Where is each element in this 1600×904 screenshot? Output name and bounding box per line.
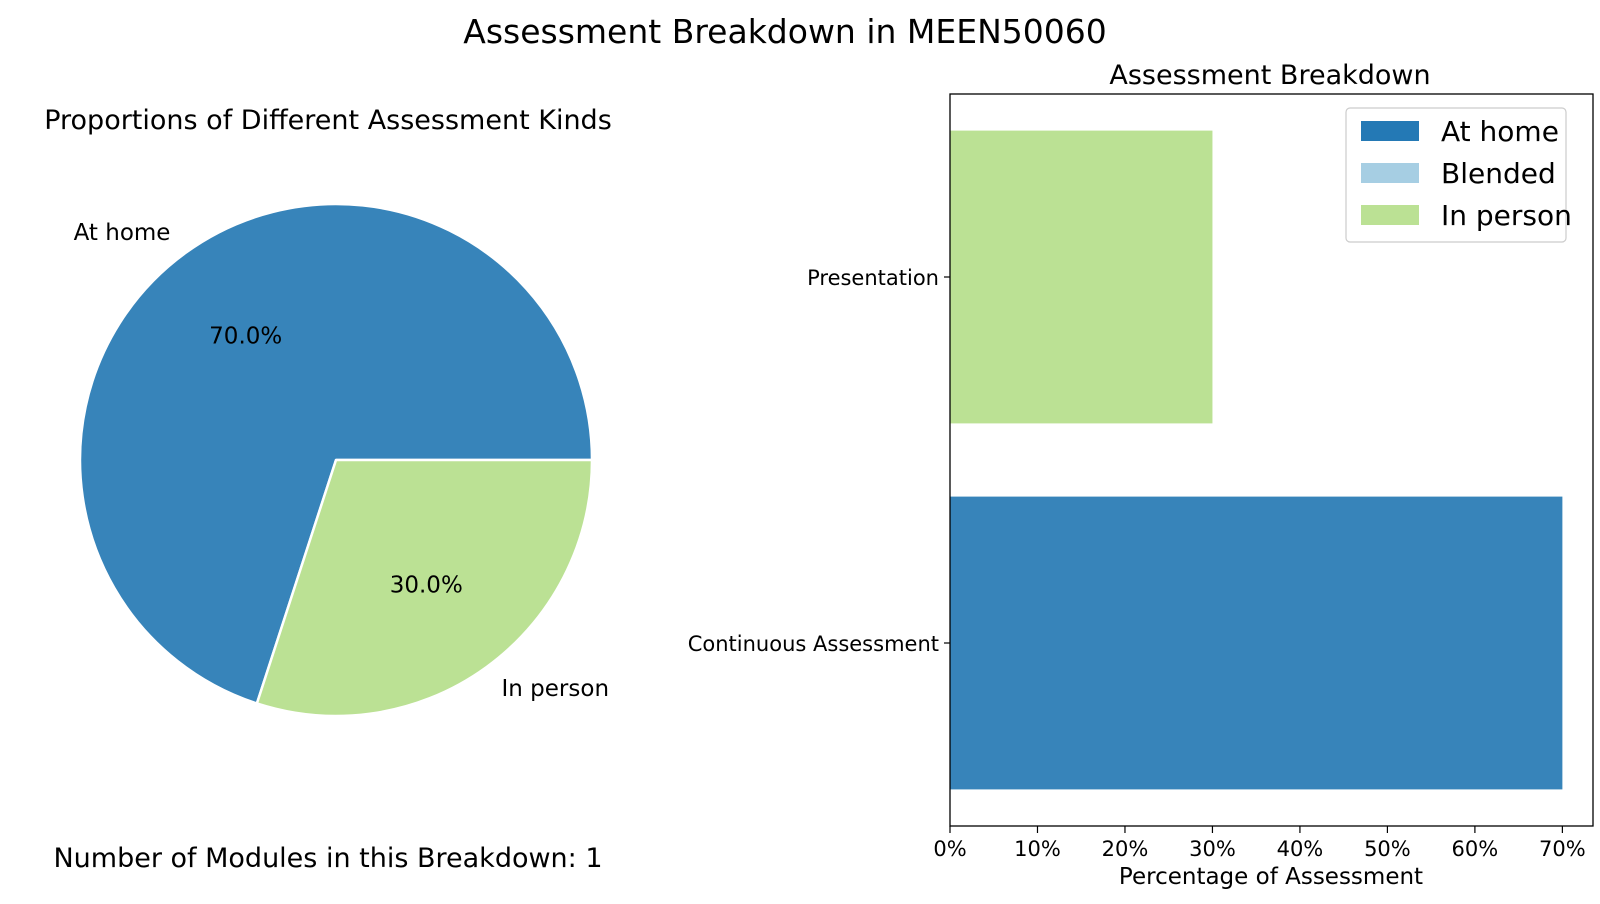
- pie-chart-title: Proportions of Different Assessment Kind…: [44, 105, 612, 136]
- x-tick-label: 70%: [1539, 837, 1586, 861]
- bar-chart: Assessment Breakdown 0% 10% 20% 30% 40% 50% 60…: [688, 60, 1594, 890]
- legend-swatch-blended: [1361, 163, 1419, 183]
- y-tick-label-continuous-assessment: Continuous Assessment: [688, 632, 939, 656]
- legend-swatch-at-home: [1361, 121, 1419, 141]
- bar-continuous-assessment-at-home[interactable]: [950, 496, 1563, 790]
- bar-series: [950, 130, 1563, 790]
- pie-category-label-in-person: In person: [502, 676, 610, 702]
- legend[interactable]: At home Blended In person: [1345, 107, 1572, 243]
- plot-area-frame: [949, 93, 1594, 827]
- legend-label-blended: Blended: [1441, 157, 1556, 190]
- y-axis: Continuous Assessment Presentation: [688, 266, 950, 656]
- x-axis: 0% 10% 20% 30% 40% 50% 60% 70%: [933, 826, 1586, 861]
- pie-percent-label-at-home: 70.0%: [209, 324, 282, 350]
- pie-category-label-at-home: At home: [74, 220, 171, 246]
- x-tick-label: 40%: [1277, 837, 1324, 861]
- bar-presentation-in-person[interactable]: [950, 130, 1213, 424]
- legend-label-at-home: At home: [1441, 115, 1559, 148]
- x-tick-label: 10%: [1014, 837, 1061, 861]
- pie-chart: Proportions of Different Assessment Kind…: [44, 105, 612, 718]
- x-tick-label: 50%: [1364, 837, 1411, 861]
- legend-label-in-person: In person: [1441, 199, 1572, 232]
- y-tick-label-presentation: Presentation: [807, 266, 939, 290]
- figure-title: Assessment Breakdown in MEEN50060: [463, 12, 1107, 51]
- x-tick-label: 30%: [1189, 837, 1236, 861]
- x-tick-label: 20%: [1102, 837, 1149, 861]
- pie-percent-label-in-person: 30.0%: [390, 572, 463, 598]
- pie-slice-in-person[interactable]: [255, 458, 594, 718]
- pie-slices: [78, 202, 594, 718]
- bar-chart-title: Assessment Breakdown: [1109, 60, 1430, 91]
- legend-swatch-in-person: [1361, 205, 1419, 225]
- pie-slice-at-home[interactable]: [78, 202, 594, 705]
- module-count-note: Number of Modules in this Breakdown: 1: [53, 843, 602, 874]
- x-tick-label: 0%: [933, 837, 966, 861]
- pie-labels: 70.0% At home 30.0% In person: [74, 220, 609, 702]
- x-tick-label: 60%: [1452, 837, 1499, 861]
- x-axis-label: Percentage of Assessment: [1119, 864, 1423, 890]
